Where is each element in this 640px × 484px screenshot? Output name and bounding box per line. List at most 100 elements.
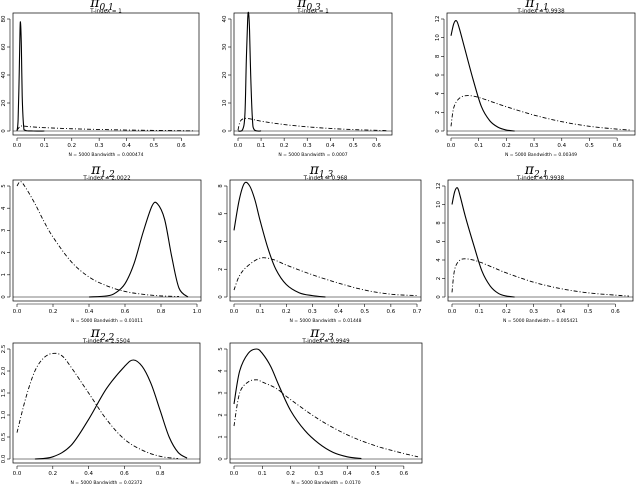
density-line-solid (450, 20, 515, 132)
panel-footer-label: N = 5000 Bandwidth = 0.005421 (503, 318, 578, 324)
x-tick-label: 0.2 (48, 471, 57, 477)
y-tick-label: 60 (1, 43, 7, 50)
panel-title-symbol: π (89, 0, 100, 11)
panel-index-label: T-index = 0.9938 (516, 176, 565, 182)
panel-title-subscript: 2,1 (533, 170, 548, 180)
y-tick-label: 2 (218, 268, 224, 272)
y-tick-label: 80 (1, 15, 7, 22)
panel-title: π1,2 (90, 162, 115, 180)
y-tick-label: 0 (1, 295, 7, 299)
x-tick-label: 0.3 (308, 309, 317, 315)
y-tick-label: 2.5 (1, 344, 7, 353)
y-tick-label: 4 (218, 369, 224, 373)
y-tick-label: 10 (435, 34, 441, 41)
panel-title: π2,3 (309, 325, 334, 343)
y-tick-label: 10 (222, 99, 228, 106)
panel-title-subscript: 2,2 (99, 333, 115, 343)
y-tick-label: 2.0 (1, 366, 7, 375)
x-tick-label: 0.5 (150, 143, 159, 149)
y-tick-label: 2 (436, 277, 442, 281)
y-tick-label: 40 (222, 15, 228, 22)
y-tick-label: 5 (1, 184, 7, 188)
x-tick-label: 0.4 (85, 309, 94, 315)
density-line-solid (34, 359, 188, 460)
y-tick-label: 1 (218, 435, 224, 439)
panel-frame (229, 179, 422, 302)
x-tick-label: 0.6 (399, 471, 408, 477)
y-tick-label: 8 (436, 221, 442, 225)
x-tick-label: 0.2 (67, 143, 76, 149)
x-tick-label: 0.1 (475, 309, 484, 315)
y-tick-label: 4 (1, 206, 7, 210)
density-line-dashdot (237, 117, 389, 132)
panel-title-symbol: π (296, 0, 307, 11)
y-tick-label: 30 (222, 43, 228, 50)
y-tick-label: 1 (1, 273, 7, 277)
y-tick-label: 1.5 (1, 388, 7, 397)
panel-footer-label: N = 5000 Bandwidth = 0.0007 (278, 152, 347, 158)
y-tick-label: 20 (222, 71, 228, 78)
panel-title-symbol: π (90, 325, 101, 341)
x-tick-label: 0.0 (13, 309, 22, 315)
density-line-dashdot (233, 257, 418, 297)
density-line-dashdot (16, 181, 180, 298)
y-tick-label: 0.0 (1, 454, 7, 463)
panel-title: π0,1 (89, 0, 114, 13)
panel-title-symbol: π (309, 162, 320, 178)
x-tick-label: 0.0 (448, 309, 457, 315)
y-tick-label: 4 (436, 258, 442, 262)
density-line-solid (88, 201, 189, 298)
x-tick-label: 0.4 (343, 471, 352, 477)
x-tick-label: 0.4 (557, 309, 566, 315)
y-tick-label: 20 (1, 99, 7, 106)
panel-frame (446, 12, 636, 136)
density-line-dashdot (233, 379, 419, 458)
panel-title: π2,1 (524, 162, 549, 180)
x-tick-label: 0.2 (49, 309, 58, 315)
panel-title-subscript: 0,1 (99, 3, 113, 13)
panel-index-label: T-index = 0.968 (303, 176, 348, 182)
y-tick-label: 5 (218, 347, 224, 351)
panel-frame (229, 342, 423, 464)
y-tick-label: 8 (218, 184, 224, 188)
x-tick-label: 0.0 (447, 143, 456, 149)
chart-panel-7: π2,2T-index = 2.5504 0.0 0.2 0.4 0.6 0.8 0.0 0.… (1, 325, 201, 484)
x-tick-label: 0.0 (13, 471, 22, 477)
x-tick-label: 0.1 (257, 143, 266, 149)
y-tick-label: 3 (1, 228, 7, 232)
x-tick-label: 0.0 (234, 143, 243, 149)
panel-title: π1,1 (524, 0, 549, 13)
x-tick-label: 1.0 (193, 309, 202, 315)
y-tick-label: 0 (435, 129, 441, 133)
panel-title-symbol: π (90, 162, 101, 178)
y-tick-label: 2 (1, 251, 7, 255)
y-tick-label: 40 (1, 71, 7, 78)
x-tick-label: 0.4 (326, 143, 335, 149)
panel-title-symbol: π (309, 325, 320, 341)
panel-title-subscript: 1,3 (319, 170, 334, 180)
density-line-solid (237, 11, 262, 132)
chart-panel-6: π2,1T-index = 0.9938 0.0 0.1 0.2 0.3 0.4 0.5 0.… (436, 162, 634, 324)
panel-footer-label: N = 5000 Bandwidth = 0.000474 (69, 152, 144, 158)
density-line-solid (233, 181, 326, 298)
x-tick-label: 0.6 (613, 143, 622, 149)
y-tick-label: 0 (436, 295, 442, 299)
panel-footer-label: N = 5000 Bandwidth = 0.00349 (505, 152, 577, 158)
y-tick-label: 6 (436, 239, 442, 243)
density-line-dashdot (16, 125, 196, 132)
x-tick-label: 0.5 (585, 143, 594, 149)
panel-index-label: T-index = 0.9949 (301, 339, 350, 345)
y-tick-label: 10 (436, 201, 442, 208)
panel-frame (12, 179, 202, 302)
x-tick-label: 0.0 (230, 471, 239, 477)
x-tick-label: 0.4 (122, 143, 131, 149)
panel-footer-label: N = 5000 Bandwidth = 0.0170 (291, 480, 360, 484)
x-tick-label: 0.3 (315, 471, 324, 477)
y-tick-label: 4 (218, 239, 224, 243)
density-line-dashdot (450, 95, 632, 131)
y-tick-label: 6 (218, 212, 224, 216)
x-tick-label: 0.2 (286, 471, 295, 477)
x-tick-label: 0.3 (529, 309, 538, 315)
density-line-solid (233, 348, 362, 460)
x-tick-label: 0.6 (121, 309, 130, 315)
